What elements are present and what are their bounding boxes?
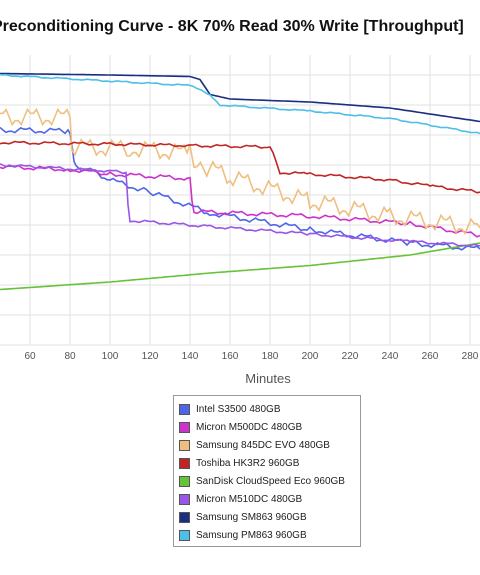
legend-label: Toshiba HK3R2 960GB [196,457,300,469]
legend-item[interactable]: Samsung PM863 960GB [179,526,360,544]
chart-title: Preconditioning Curve - 8K 70% Read 30% … [0,18,464,35]
legend-swatch [179,493,190,505]
series-line-2 [0,164,480,238]
legend-label: Intel S3500 480GB [196,403,281,415]
legend-label: Samsung PM863 960GB [196,529,307,541]
legend-label: SanDisk CloudSpeed Eco 960GB [196,475,345,487]
x-tick-label: 140 [182,351,199,362]
legend-swatch [179,511,190,523]
x-tick-label: 160 [222,351,239,362]
legend-item[interactable]: Intel S3500 480GB [179,400,360,418]
series-line-7 [0,72,480,123]
x-tick-label: 100 [102,351,119,362]
legend-item[interactable]: Toshiba HK3R2 960GB [179,454,360,472]
x-tick-label: 60 [24,351,36,362]
legend-label: Micron M510DC 480GB [196,493,303,505]
legend-item[interactable]: Samsung SM863 960GB [179,508,360,526]
legend-item[interactable]: SanDisk CloudSpeed Eco 960GB [179,472,360,490]
chart-legend: Intel S3500 480GB Micron M500DC 480GB Sams… [173,395,361,547]
x-tick-label: 240 [382,351,399,362]
series-line-4 [0,140,480,194]
x-tick-label: 280 [462,351,479,362]
x-axis-title: Minutes [245,371,291,386]
legend-item[interactable]: Micron M500DC 480GB [179,418,360,436]
legend-item[interactable]: Micron M510DC 480GB [179,490,360,508]
legend-label: Micron M500DC 480GB [196,421,303,433]
legend-label: Samsung SM863 960GB [196,511,307,523]
legend-item[interactable]: Samsung 845DC EVO 480GB [179,436,360,454]
series-line-8 [0,73,480,135]
legend-swatch [179,439,190,451]
x-tick-label: 220 [342,351,359,362]
legend-swatch [179,403,190,415]
line-chart: 60 80 100 120 140 160 180 200 220 240 260 280 Minute… [0,55,480,386]
x-tick-label: 260 [422,351,439,362]
x-tick-label: 80 [64,351,76,362]
legend-swatch [179,475,190,487]
series-line-5 [0,242,480,291]
legend-swatch [179,421,190,433]
legend-swatch [179,529,190,541]
x-tick-label: 200 [302,351,319,362]
x-tick-label: 120 [142,351,159,362]
legend-swatch [179,457,190,469]
x-tick-label: 180 [262,351,279,362]
legend-label: Samsung 845DC EVO 480GB [196,439,330,451]
series-line-6 [0,163,480,248]
